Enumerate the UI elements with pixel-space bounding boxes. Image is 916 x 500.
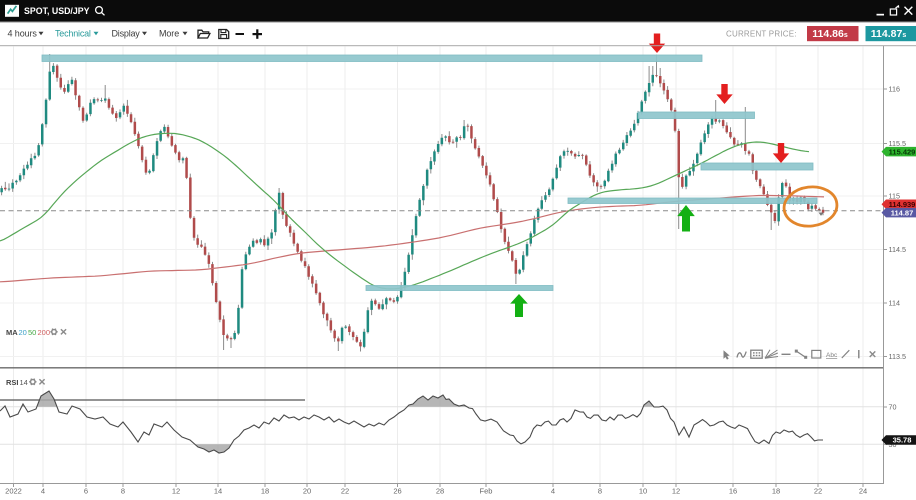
svg-text:115: 115 [889, 192, 900, 201]
svg-text:14: 14 [20, 378, 28, 387]
svg-text:4: 4 [41, 487, 45, 496]
svg-text:Abc: Abc [826, 352, 838, 359]
svg-text:12: 12 [172, 487, 180, 496]
svg-text:10: 10 [639, 487, 647, 496]
svg-text:114.86s: 114.86s [812, 28, 848, 40]
svg-text:114: 114 [889, 299, 900, 308]
svg-text:115.5: 115.5 [889, 139, 906, 148]
svg-text:18: 18 [261, 487, 269, 496]
svg-text:24: 24 [859, 487, 867, 496]
svg-text:70: 70 [889, 403, 897, 412]
svg-text:200: 200 [38, 328, 51, 337]
svg-text:4 hours: 4 hours [8, 29, 38, 39]
svg-text:4: 4 [551, 487, 555, 496]
svg-text:18: 18 [772, 487, 780, 496]
svg-text:2022: 2022 [5, 487, 22, 496]
svg-text:16: 16 [729, 487, 737, 496]
svg-text:8: 8 [121, 487, 125, 496]
svg-text:8: 8 [598, 487, 602, 496]
svg-text:Technical: Technical [55, 29, 91, 39]
svg-text:22: 22 [341, 487, 349, 496]
svg-text:14: 14 [214, 487, 222, 496]
svg-text:116: 116 [889, 85, 900, 94]
svg-text:20: 20 [19, 328, 27, 337]
svg-text:MA: MA [6, 328, 18, 337]
svg-text:28: 28 [436, 487, 444, 496]
svg-text:12: 12 [672, 487, 680, 496]
svg-text:26: 26 [393, 487, 401, 496]
svg-text:114.5: 114.5 [889, 245, 906, 254]
svg-text:Feb: Feb [480, 487, 493, 496]
svg-text:CURRENT PRICE:: CURRENT PRICE: [726, 30, 797, 39]
svg-text:22: 22 [814, 487, 822, 496]
svg-text:115.429: 115.429 [889, 147, 916, 156]
svg-text:35.78: 35.78 [893, 436, 912, 445]
svg-text:114.87s: 114.87s [871, 28, 907, 40]
svg-text:RSI: RSI [6, 378, 19, 387]
svg-text:20: 20 [303, 487, 311, 496]
svg-text:More: More [159, 29, 179, 39]
svg-text:114.939: 114.939 [889, 200, 916, 209]
svg-text:SPOT, USD/JPY: SPOT, USD/JPY [24, 6, 90, 16]
svg-text:50: 50 [28, 328, 36, 337]
svg-text:114.87: 114.87 [891, 208, 914, 217]
svg-text:113.5: 113.5 [889, 352, 906, 361]
svg-text:Display: Display [112, 29, 141, 39]
svg-text:6: 6 [84, 487, 88, 496]
